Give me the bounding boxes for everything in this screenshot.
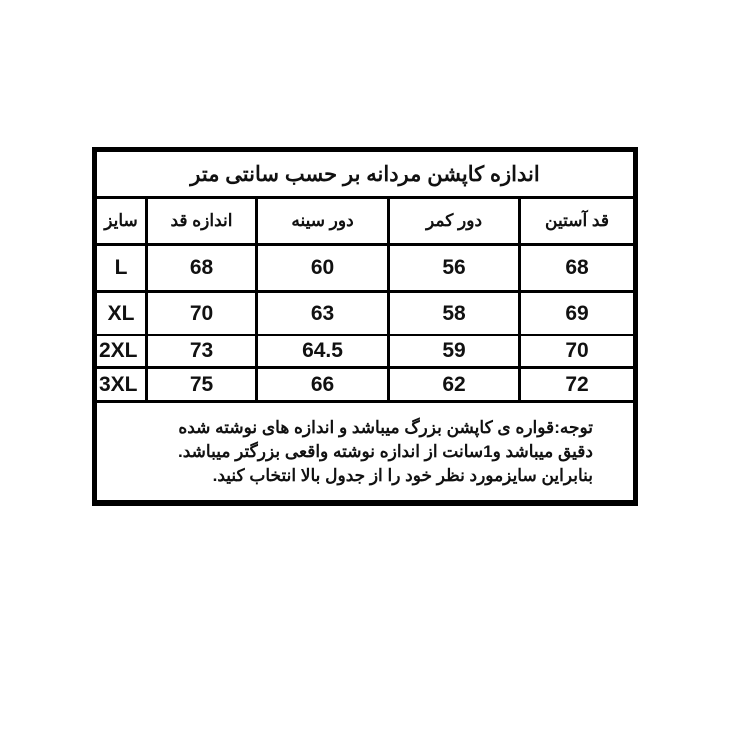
measurement-cell: 72 [521,369,633,400]
measurement-cell: 56 [390,246,518,290]
measurement-cell: 69 [521,293,633,334]
measurement-cell: 58 [390,293,518,334]
size-cell: XL [97,293,145,334]
table-title: اندازه کاپشن مردانه بر حسب سانتی متر [97,152,633,196]
column-header: اندازه قد [148,199,255,243]
note-line: توجه:قواره ی کاپشن بزرگ میباشد و اندازه … [178,417,593,437]
measurement-cell: 62 [390,369,518,400]
measurement-cell: 63 [258,293,387,334]
measurement-cell: 59 [390,336,518,366]
note-line: بنابراین سایزمورد نظر خود را از جدول بال… [212,465,593,485]
measurement-cell: 70 [148,293,255,334]
column-header: سایز [97,199,145,243]
measurement-cell: 68 [521,246,633,290]
measurement-cell: 66 [258,369,387,400]
note-box: توجه:قواره ی کاپشن بزرگ میباشد و اندازه … [97,403,633,500]
column-header: دور سینه [258,199,387,243]
measurement-cell: 60 [258,246,387,290]
column-header: قد آستین [521,199,633,243]
measurement-cell: 68 [148,246,255,290]
measurement-cell: 75 [148,369,255,400]
size-chart-table: اندازه کاپشن مردانه بر حسب سانتی متر سایز… [92,147,638,506]
size-cell: L [97,246,145,290]
measurement-cell: 70 [521,336,633,366]
measurement-cell: 64.5 [258,336,387,366]
size-cell: 3XL [97,369,145,400]
measurement-cell: 73 [148,336,255,366]
note-line: دقیق میباشد و1سانت از اندازه نوشته واقعی… [178,441,593,461]
column-header: دور کمر [390,199,518,243]
size-cell: 2XL [97,336,145,366]
